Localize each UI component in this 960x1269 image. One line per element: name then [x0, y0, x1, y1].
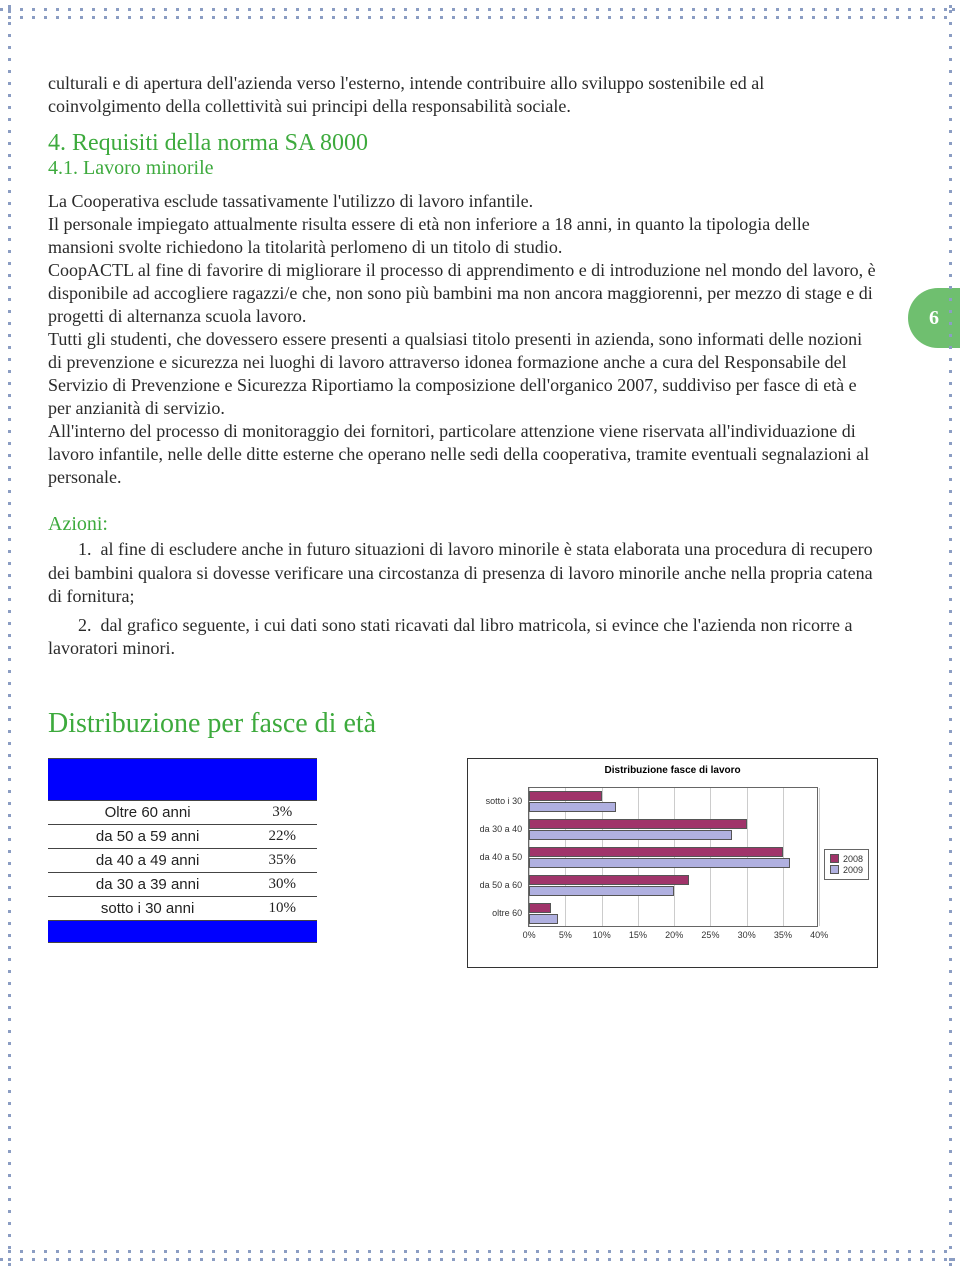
intro-paragraph: culturali e di apertura dell'azienda ver…	[48, 72, 878, 118]
chart-bar	[529, 858, 790, 868]
chart-x-tick: 30%	[738, 930, 756, 940]
page-content: culturali e di apertura dell'azienda ver…	[48, 72, 878, 968]
page-number: 6	[929, 307, 939, 330]
table-cell-value: 30%	[247, 872, 317, 896]
azione-2-num: 2.	[48, 615, 92, 635]
legend-item: 2009	[830, 865, 863, 875]
chart-category-label: da 50 a 60	[466, 881, 522, 890]
chart-x-tick: 20%	[665, 930, 683, 940]
table-cell-value: 35%	[247, 848, 317, 872]
page-number-badge: 6	[908, 288, 960, 348]
chart-category-label: sotto i 30	[466, 797, 522, 806]
chart-x-tick: 5%	[559, 930, 572, 940]
azione-1: 1. al fine di escludere anche in futuro …	[48, 538, 878, 607]
chart-bar	[529, 903, 551, 913]
chart-bar	[529, 791, 602, 801]
table-cell-value: 22%	[247, 824, 317, 848]
azione-1-text: al fine di escludere anche in futuro sit…	[48, 539, 873, 605]
heading-4-1: 4.1. Lavoro minorile	[48, 157, 878, 180]
chart-x-tick: 35%	[774, 930, 792, 940]
chart-category-label: da 30 a 40	[466, 825, 522, 834]
table-row: da 50 a 59 anni22%	[48, 824, 317, 848]
chart-legend: 20082009	[824, 849, 869, 880]
legend-label: 2009	[843, 865, 863, 875]
chart-title: Distribuzione fasce di lavoro	[474, 765, 871, 776]
legend-item: 2008	[830, 854, 863, 864]
chart-x-tick: 10%	[593, 930, 611, 940]
table-footer-block	[48, 920, 317, 942]
chart-x-tick: 15%	[629, 930, 647, 940]
chart-gridline	[747, 788, 748, 926]
table-cell-value: 10%	[247, 896, 317, 920]
chart-plot-area: 0%5%10%15%20%25%30%35%40%sotto i 30da 30…	[528, 787, 818, 927]
chart-x-tick: 0%	[523, 930, 536, 940]
chart-gridline	[710, 788, 711, 926]
table-row: da 30 a 39 anni30%	[48, 872, 317, 896]
chart-bar	[529, 830, 732, 840]
azione-2: 2. dal grafico seguente, i cui dati sono…	[48, 614, 878, 660]
chart-x-tick: 25%	[701, 930, 719, 940]
azione-1-num: 1.	[48, 539, 92, 559]
table-cell-label: sotto i 30 anni	[48, 896, 247, 920]
chart-bar	[529, 847, 783, 857]
table-cell-label: da 30 a 39 anni	[48, 872, 247, 896]
chart-bar	[529, 819, 747, 829]
table-header-block	[48, 758, 317, 800]
chart-bar	[529, 802, 616, 812]
table-row: Oltre 60 anni3%	[48, 800, 317, 824]
table-cell-label: da 40 a 49 anni	[48, 848, 247, 872]
azioni-label: Azioni:	[48, 513, 878, 536]
table-cell-value: 3%	[247, 800, 317, 824]
body-paragraph: La Cooperativa esclude tassativamente l'…	[48, 190, 878, 489]
azione-2-text: dal grafico seguente, i cui dati sono st…	[48, 615, 852, 658]
chart-category-label: da 40 a 50	[466, 853, 522, 862]
chart-bar	[529, 914, 558, 924]
chart-gridline	[638, 788, 639, 926]
chart-gridline	[819, 788, 820, 926]
bottom-row: Oltre 60 anni3%da 50 a 59 anni22%da 40 a…	[48, 758, 878, 968]
chart-bar	[529, 875, 689, 885]
table-row: sotto i 30 anni10%	[48, 896, 317, 920]
chart-frame: Distribuzione fasce di lavoro 0%5%10%15%…	[467, 758, 878, 968]
distribution-title: Distribuzione per fasce di età	[48, 708, 878, 740]
heading-4: 4. Requisiti della norma SA 8000	[48, 130, 878, 157]
legend-swatch	[830, 854, 839, 863]
chart-gridline	[783, 788, 784, 926]
age-distribution-table: Oltre 60 anni3%da 50 a 59 anni22%da 40 a…	[48, 758, 317, 943]
legend-label: 2008	[843, 854, 863, 864]
chart-bar	[529, 886, 674, 896]
chart-category-label: oltre 60	[466, 909, 522, 918]
table-cell-label: da 50 a 59 anni	[48, 824, 247, 848]
table-row: da 40 a 49 anni35%	[48, 848, 317, 872]
legend-swatch	[830, 865, 839, 874]
chart-x-tick: 40%	[810, 930, 828, 940]
table-cell-label: Oltre 60 anni	[48, 800, 247, 824]
chart-gridline	[674, 788, 675, 926]
